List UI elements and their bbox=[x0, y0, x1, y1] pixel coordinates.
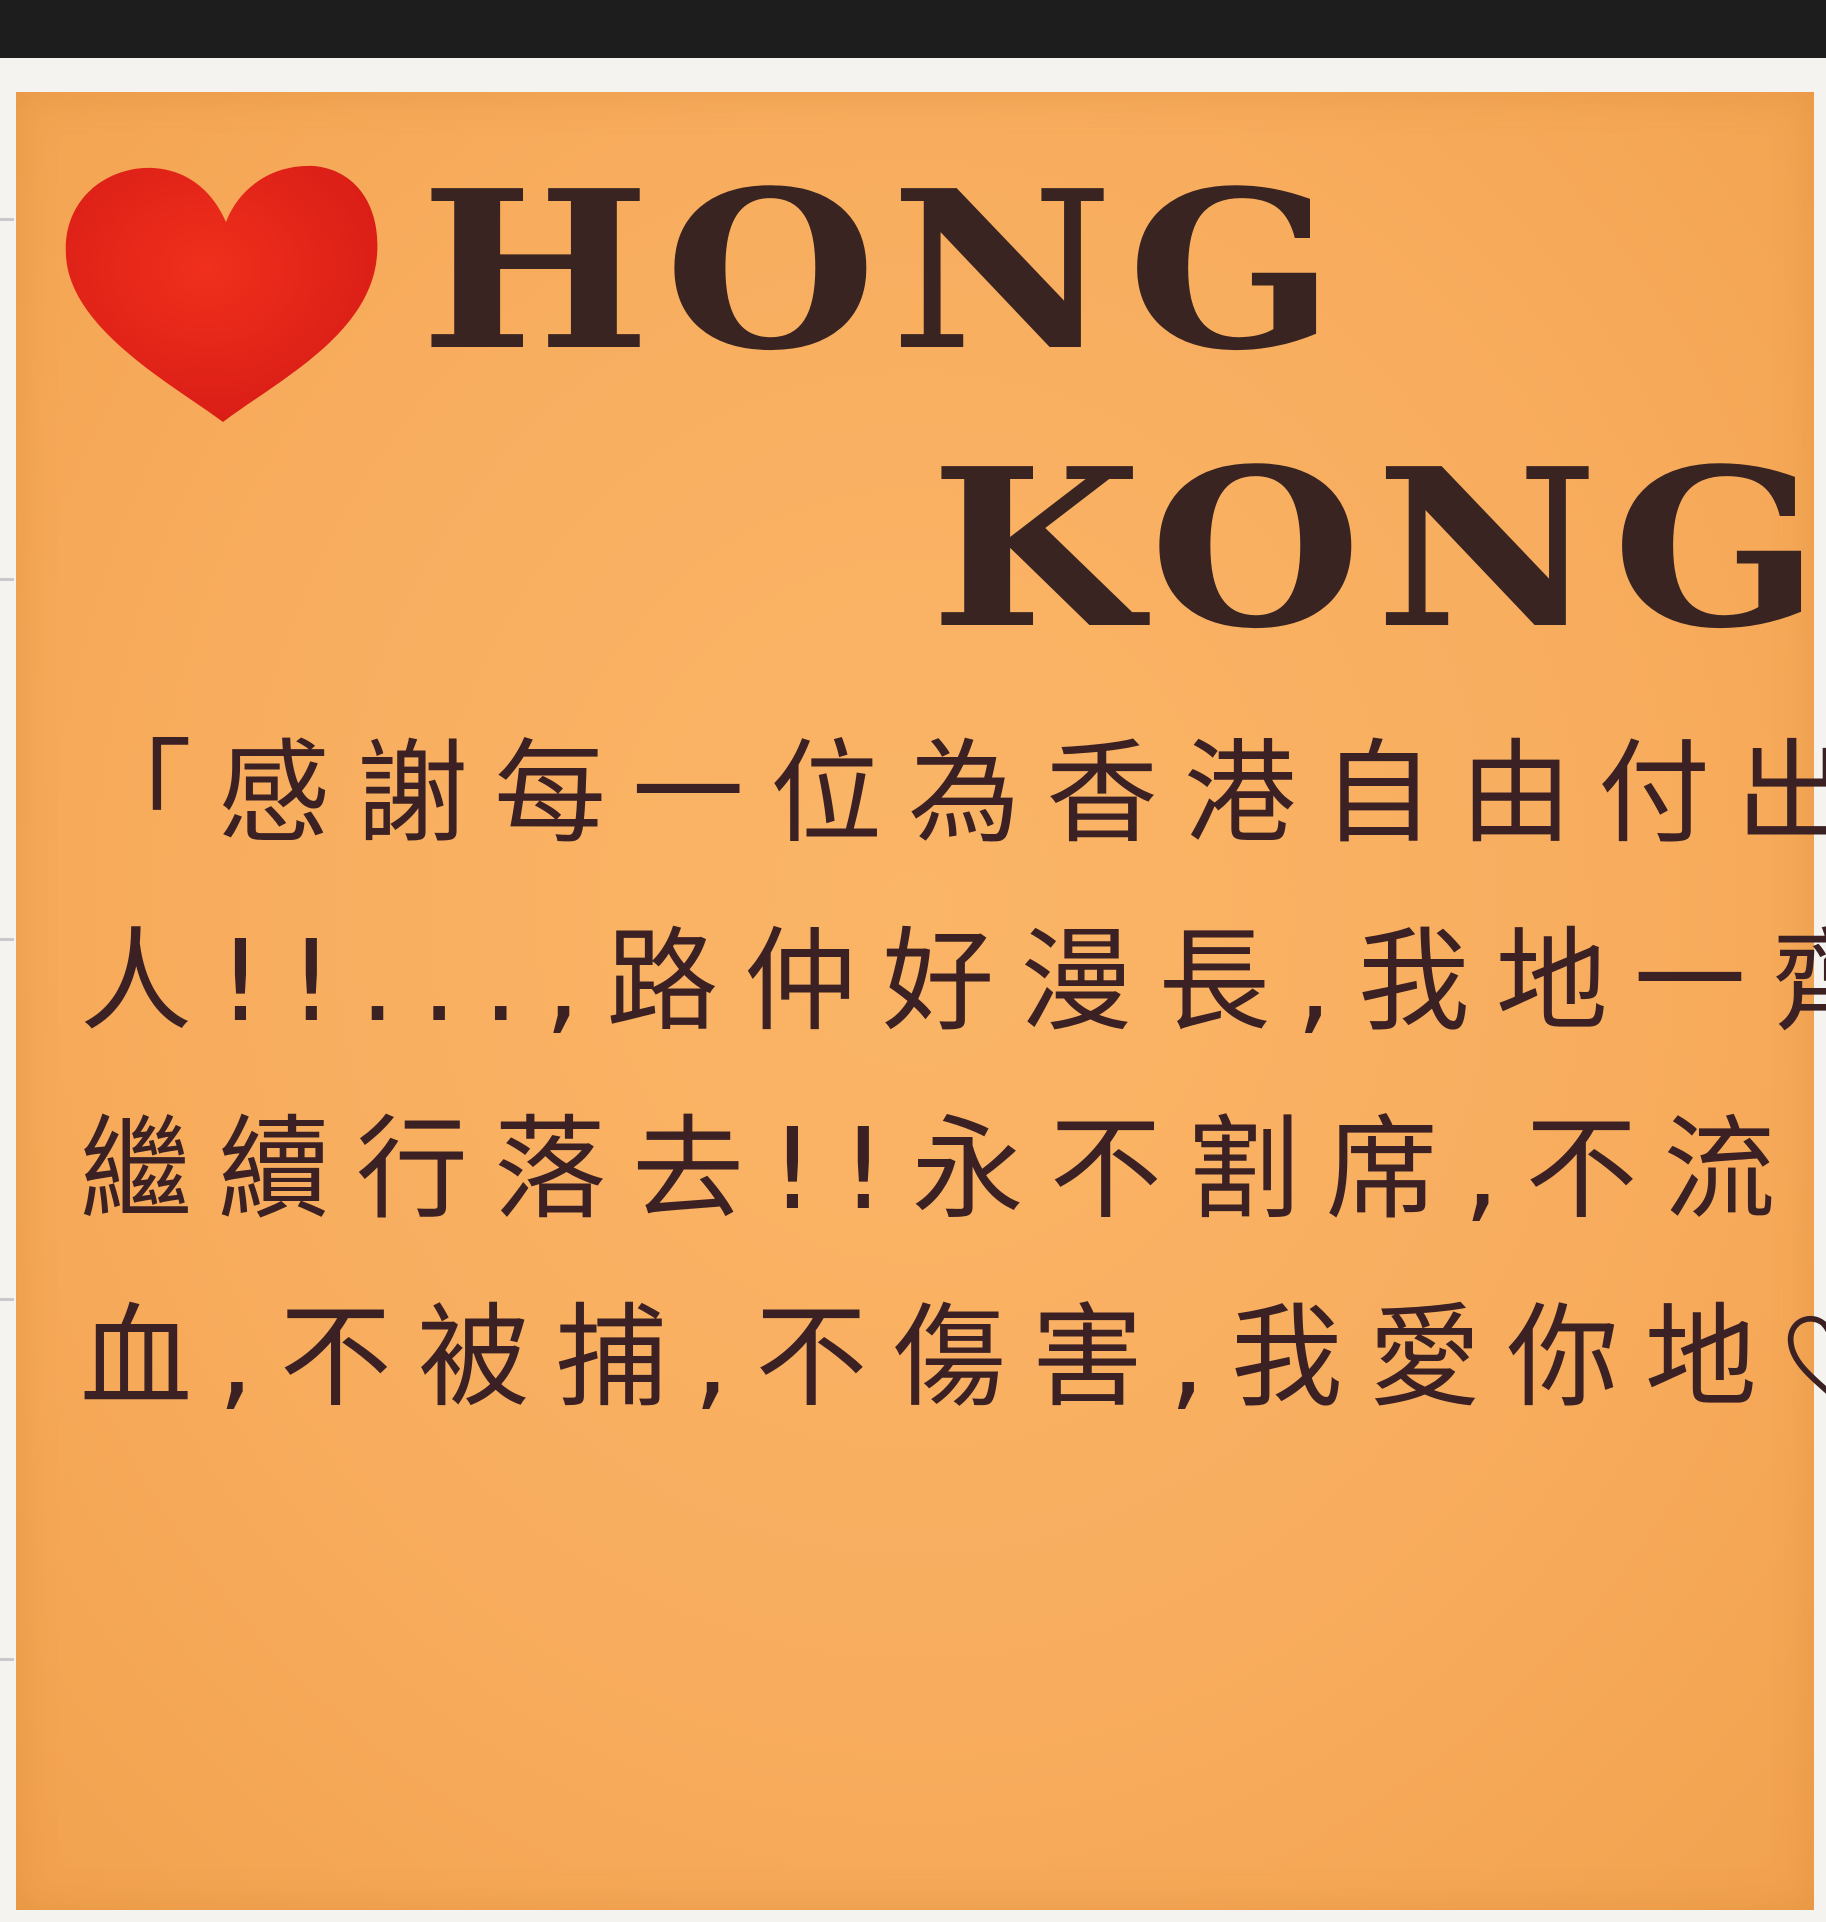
message-line-1: 「感謝每一位為香港自由付出 bbox=[80, 729, 1826, 859]
message-line-4: 血,不被捕,不傷害,我愛你地」 bbox=[80, 1264, 1826, 1452]
paper-rule-line bbox=[0, 218, 14, 221]
message-line-3: 繼續行落去!!永不割席,不流 bbox=[80, 1105, 1802, 1235]
message-line-4-text: 血,不被捕,不傷害,我愛你地 bbox=[80, 1293, 1783, 1423]
paper-rule-line bbox=[0, 1658, 14, 1661]
paper-rule-line bbox=[0, 938, 14, 941]
title-hong: HONG bbox=[420, 143, 1349, 399]
red-heart-icon bbox=[65, 165, 378, 422]
sticky-note bbox=[16, 92, 1814, 1910]
handwritten-message: 「感謝每一位為香港自由付出 人!!...,路仲好漫長,我地一齊 繼續行落去!!永… bbox=[80, 700, 1826, 1452]
paper-rule-line bbox=[0, 1298, 14, 1301]
small-heart-icon bbox=[1787, 1316, 1826, 1394]
title-kong: KONG bbox=[930, 421, 1826, 677]
paper-rule-line bbox=[0, 578, 14, 581]
message-line-2: 人!!...,路仲好漫長,我地一齊 bbox=[80, 917, 1826, 1047]
